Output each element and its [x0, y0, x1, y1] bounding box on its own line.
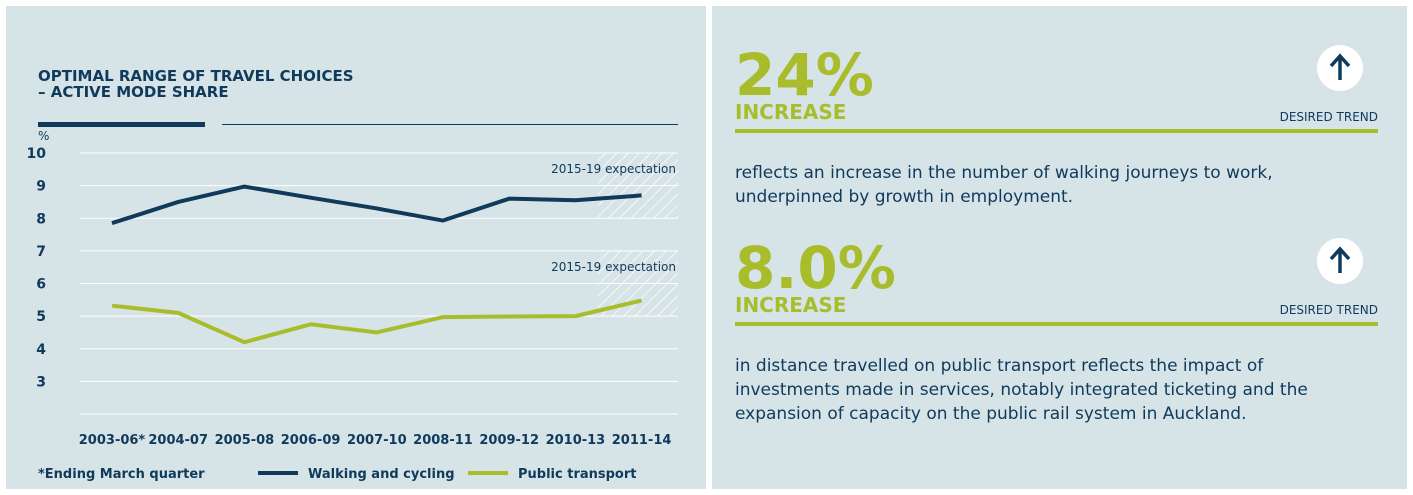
- y-axis-label: %: [38, 129, 49, 143]
- expectation-range: [598, 153, 678, 219]
- stat-figure: 8.0%: [735, 234, 896, 302]
- y-tick-label: 8: [36, 211, 46, 227]
- x-tick-label: 2004-07: [148, 433, 208, 448]
- series-line: [111, 184, 642, 226]
- y-tick-label: 7: [36, 244, 46, 260]
- expectation-label: 2015-19 expectation: [551, 260, 676, 274]
- stat-text: investments made in services, notably in…: [735, 380, 1308, 400]
- x-tick-label: 2006-09: [281, 433, 341, 448]
- y-tick-label: 10: [27, 146, 47, 162]
- stat-text: in distance travelled on public transpor…: [735, 356, 1264, 376]
- x-tick-label: 2011-14: [612, 433, 672, 448]
- stat-rule: [735, 129, 1378, 133]
- chart-subtitle: – ACTIVE MODE SHARE: [38, 83, 229, 101]
- y-tick-label: 3: [36, 374, 46, 390]
- stat-rule: [735, 322, 1378, 326]
- title-rule-thin: [222, 124, 678, 125]
- chart-title: OPTIMAL RANGE OF TRAVEL CHOICES: [38, 67, 354, 85]
- x-tick-label: 2005-08: [215, 433, 275, 448]
- legend-label: Public transport: [518, 467, 637, 482]
- x-tick-label: 2009-12: [479, 433, 539, 448]
- y-tick-label: 6: [36, 277, 46, 293]
- series-line: [111, 298, 643, 345]
- trend-label: DESIRED TREND: [1280, 110, 1378, 124]
- x-tick-label: 2007-10: [347, 433, 407, 448]
- expectation-label: 2015-19 expectation: [551, 162, 676, 176]
- y-tick-label: 5: [36, 309, 46, 325]
- trend-arrow: [1329, 53, 1351, 80]
- trend-arrow: [1329, 246, 1351, 273]
- stat-text: underpinned by growth in employment.: [735, 187, 1073, 207]
- footnote: *Ending March quarter: [38, 467, 205, 482]
- chart-panel: [6, 6, 706, 489]
- title-rule: [38, 122, 205, 127]
- stats-panel: [712, 6, 1407, 489]
- x-tick-label: 2008-11: [413, 433, 473, 448]
- y-tick-label: 4: [36, 342, 46, 358]
- legend-label: Walking and cycling: [308, 467, 455, 482]
- stat-figure: 24%: [735, 41, 874, 109]
- x-tick-label: 2010-13: [546, 433, 606, 448]
- stat-text: reflects an increase in the number of wa…: [735, 163, 1273, 183]
- expectation-range: [598, 250, 678, 317]
- stat-label: INCREASE: [735, 100, 846, 124]
- stat-label: INCREASE: [735, 293, 846, 317]
- x-tick-label: 2003-06*: [79, 433, 146, 448]
- stat-text: expansion of capacity on the public rail…: [735, 404, 1247, 424]
- trend-label: DESIRED TREND: [1280, 303, 1378, 317]
- y-tick-label: 9: [36, 179, 46, 195]
